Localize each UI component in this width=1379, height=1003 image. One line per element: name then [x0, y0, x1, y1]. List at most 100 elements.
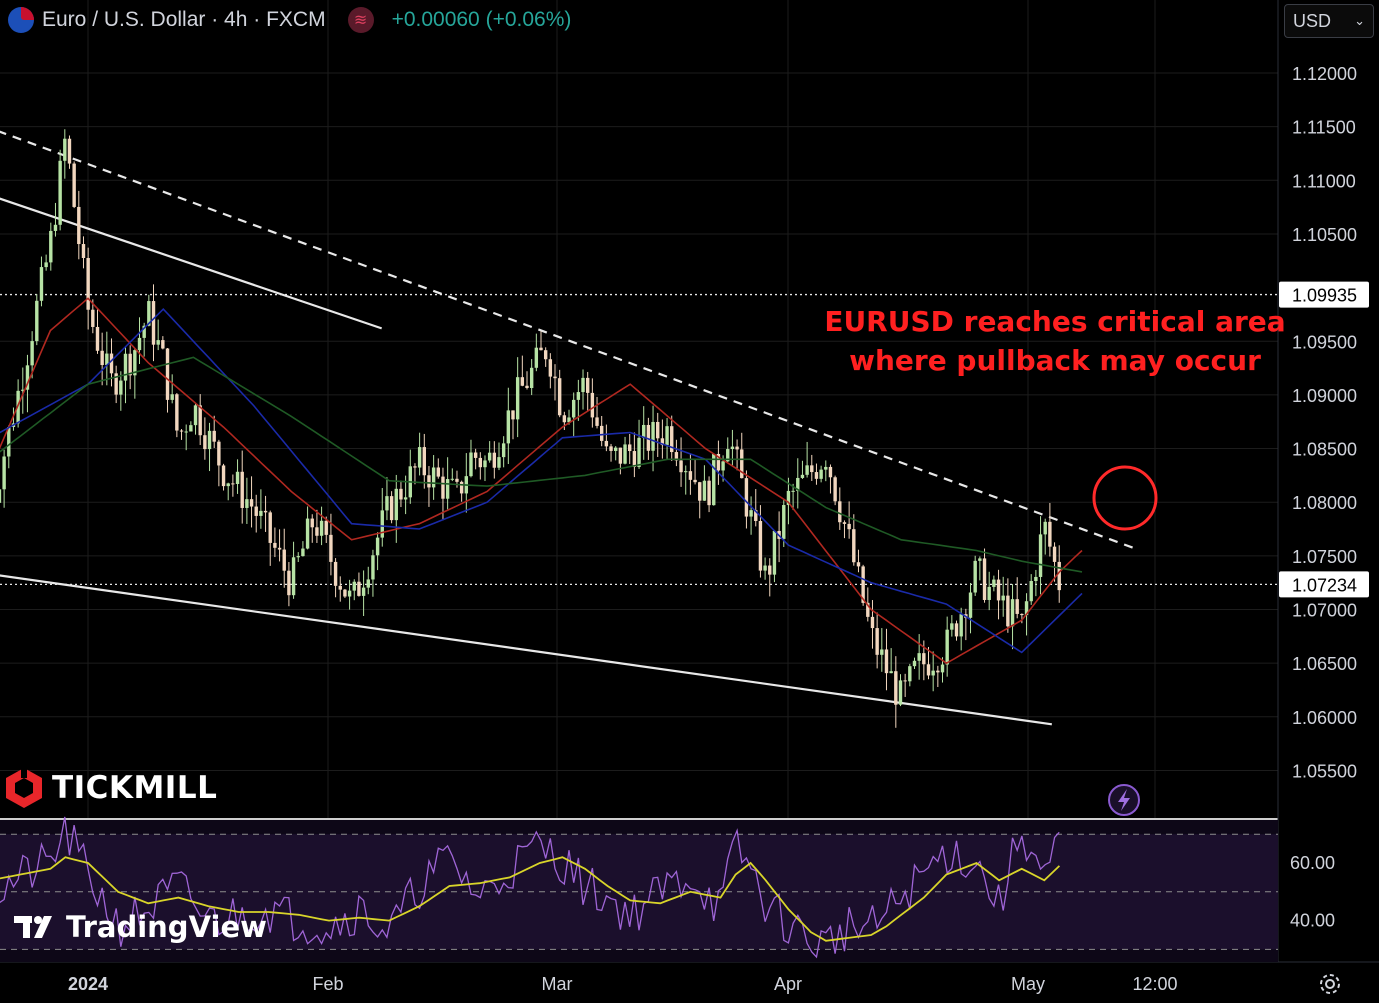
candle-body: [716, 453, 721, 471]
candle-body: [693, 479, 697, 483]
candle-body: [221, 465, 226, 487]
candle-body: [105, 353, 109, 365]
candle-body: [296, 556, 300, 558]
rsi-line: [0, 816, 1060, 959]
annotation-line-2: where pullback may occur: [849, 344, 1261, 377]
candle-body: [735, 446, 739, 450]
candle-body: [343, 589, 347, 597]
candle-body: [880, 649, 884, 655]
candle-body: [394, 488, 398, 521]
candle-body: [917, 653, 921, 661]
candle-body: [287, 570, 291, 596]
price-tick-label: 1.08000: [1292, 493, 1357, 513]
candle-body: [931, 670, 935, 676]
price-tick-label: 1.11500: [1292, 118, 1356, 138]
candle-body: [665, 426, 669, 446]
candle-body: [198, 405, 202, 436]
wave-icon[interactable]: ≋: [347, 7, 374, 33]
candle-body: [973, 560, 977, 593]
candle-body: [324, 520, 328, 535]
price-tick-label: 1.06000: [1292, 708, 1357, 728]
price-label-box: [1279, 571, 1369, 598]
candle-body: [417, 447, 422, 468]
rsi-lines: [0, 816, 1061, 959]
candle-body: [385, 496, 389, 511]
candle-body: [698, 482, 702, 501]
candle-body: [352, 581, 356, 591]
candle-body: [109, 353, 114, 374]
annotation-line-1: EURUSD reaches critical area: [824, 305, 1285, 338]
candle-body: [53, 224, 58, 231]
candle-body: [226, 483, 230, 487]
candle-body: [740, 449, 744, 479]
candle-body: [30, 341, 34, 366]
candle-body: [161, 340, 165, 349]
candle-body: [58, 160, 62, 225]
candle-body: [184, 431, 188, 433]
highlight-circle: [1092, 465, 1158, 531]
candle-body: [357, 581, 361, 596]
tradingview-icon: [14, 916, 52, 938]
candle-body: [866, 602, 870, 617]
candle-body: [165, 348, 170, 400]
candle-body: [1048, 521, 1052, 547]
dashed-resistance-line: [0, 130, 1136, 550]
candle-body: [590, 392, 595, 418]
candle-body: [217, 441, 221, 466]
candle-body: [86, 257, 90, 310]
candle-body: [128, 353, 132, 376]
candle-body: [35, 300, 39, 342]
candle-body: [123, 353, 128, 381]
candle-body: [898, 680, 903, 705]
candle-body: [562, 415, 567, 423]
price-tick-label: 1.12000: [1292, 64, 1357, 84]
candle-body: [758, 521, 763, 571]
candle-body: [1006, 595, 1010, 627]
candle-body: [847, 523, 851, 530]
candle-body: [688, 471, 693, 480]
broker-name: TICKMILL: [52, 770, 218, 806]
candle-body: [329, 534, 333, 562]
candle-body: [838, 501, 842, 523]
price-tick-label: 1.09500: [1292, 332, 1357, 352]
time-tick-label: Feb: [312, 974, 343, 994]
candle-body: [39, 267, 44, 301]
candle-body: [884, 649, 889, 674]
candle-body: [361, 587, 366, 596]
time-axis: 2024 Feb Mar Apr May 12:00: [68, 974, 1178, 994]
candle-body: [511, 410, 515, 420]
candle-body: [72, 163, 76, 207]
price-label-box: [1279, 281, 1369, 308]
candle-body: [1020, 613, 1024, 616]
candle-body: [1029, 580, 1033, 602]
tickmill-logo: TICKMILL: [4, 766, 217, 810]
candle-body: [585, 377, 590, 393]
currency-select[interactable]: USD ⌄: [1284, 4, 1374, 38]
candle-body: [702, 480, 707, 501]
candle-body: [1038, 534, 1043, 577]
candle-body: [557, 378, 562, 416]
candle-body: [63, 138, 67, 161]
candle-body: [632, 451, 637, 467]
candle-body: [945, 629, 949, 665]
candle-body: [81, 244, 86, 258]
candle-body: [791, 490, 795, 492]
symbol-title[interactable]: Euro / U.S. Dollar · 4h · FXCM: [42, 8, 326, 31]
candle-body: [212, 430, 216, 442]
price-tick-label: 1.08500: [1292, 440, 1357, 460]
candle-body: [903, 680, 907, 682]
candle-body: [534, 347, 539, 368]
candle-body: [936, 670, 940, 673]
price-label-text: 1.09935: [1292, 286, 1357, 306]
candle-body: [595, 417, 599, 426]
moving-average-line: [0, 356, 1083, 573]
candle-body: [49, 230, 53, 263]
candle-body: [119, 380, 123, 395]
time-tick-label: May: [1011, 974, 1045, 994]
bolt-icon[interactable]: [1108, 784, 1140, 816]
settings-gear-icon[interactable]: [1317, 971, 1343, 997]
candle-body: [1001, 595, 1005, 601]
candle-body: [273, 542, 277, 548]
candle-body: [137, 337, 142, 351]
